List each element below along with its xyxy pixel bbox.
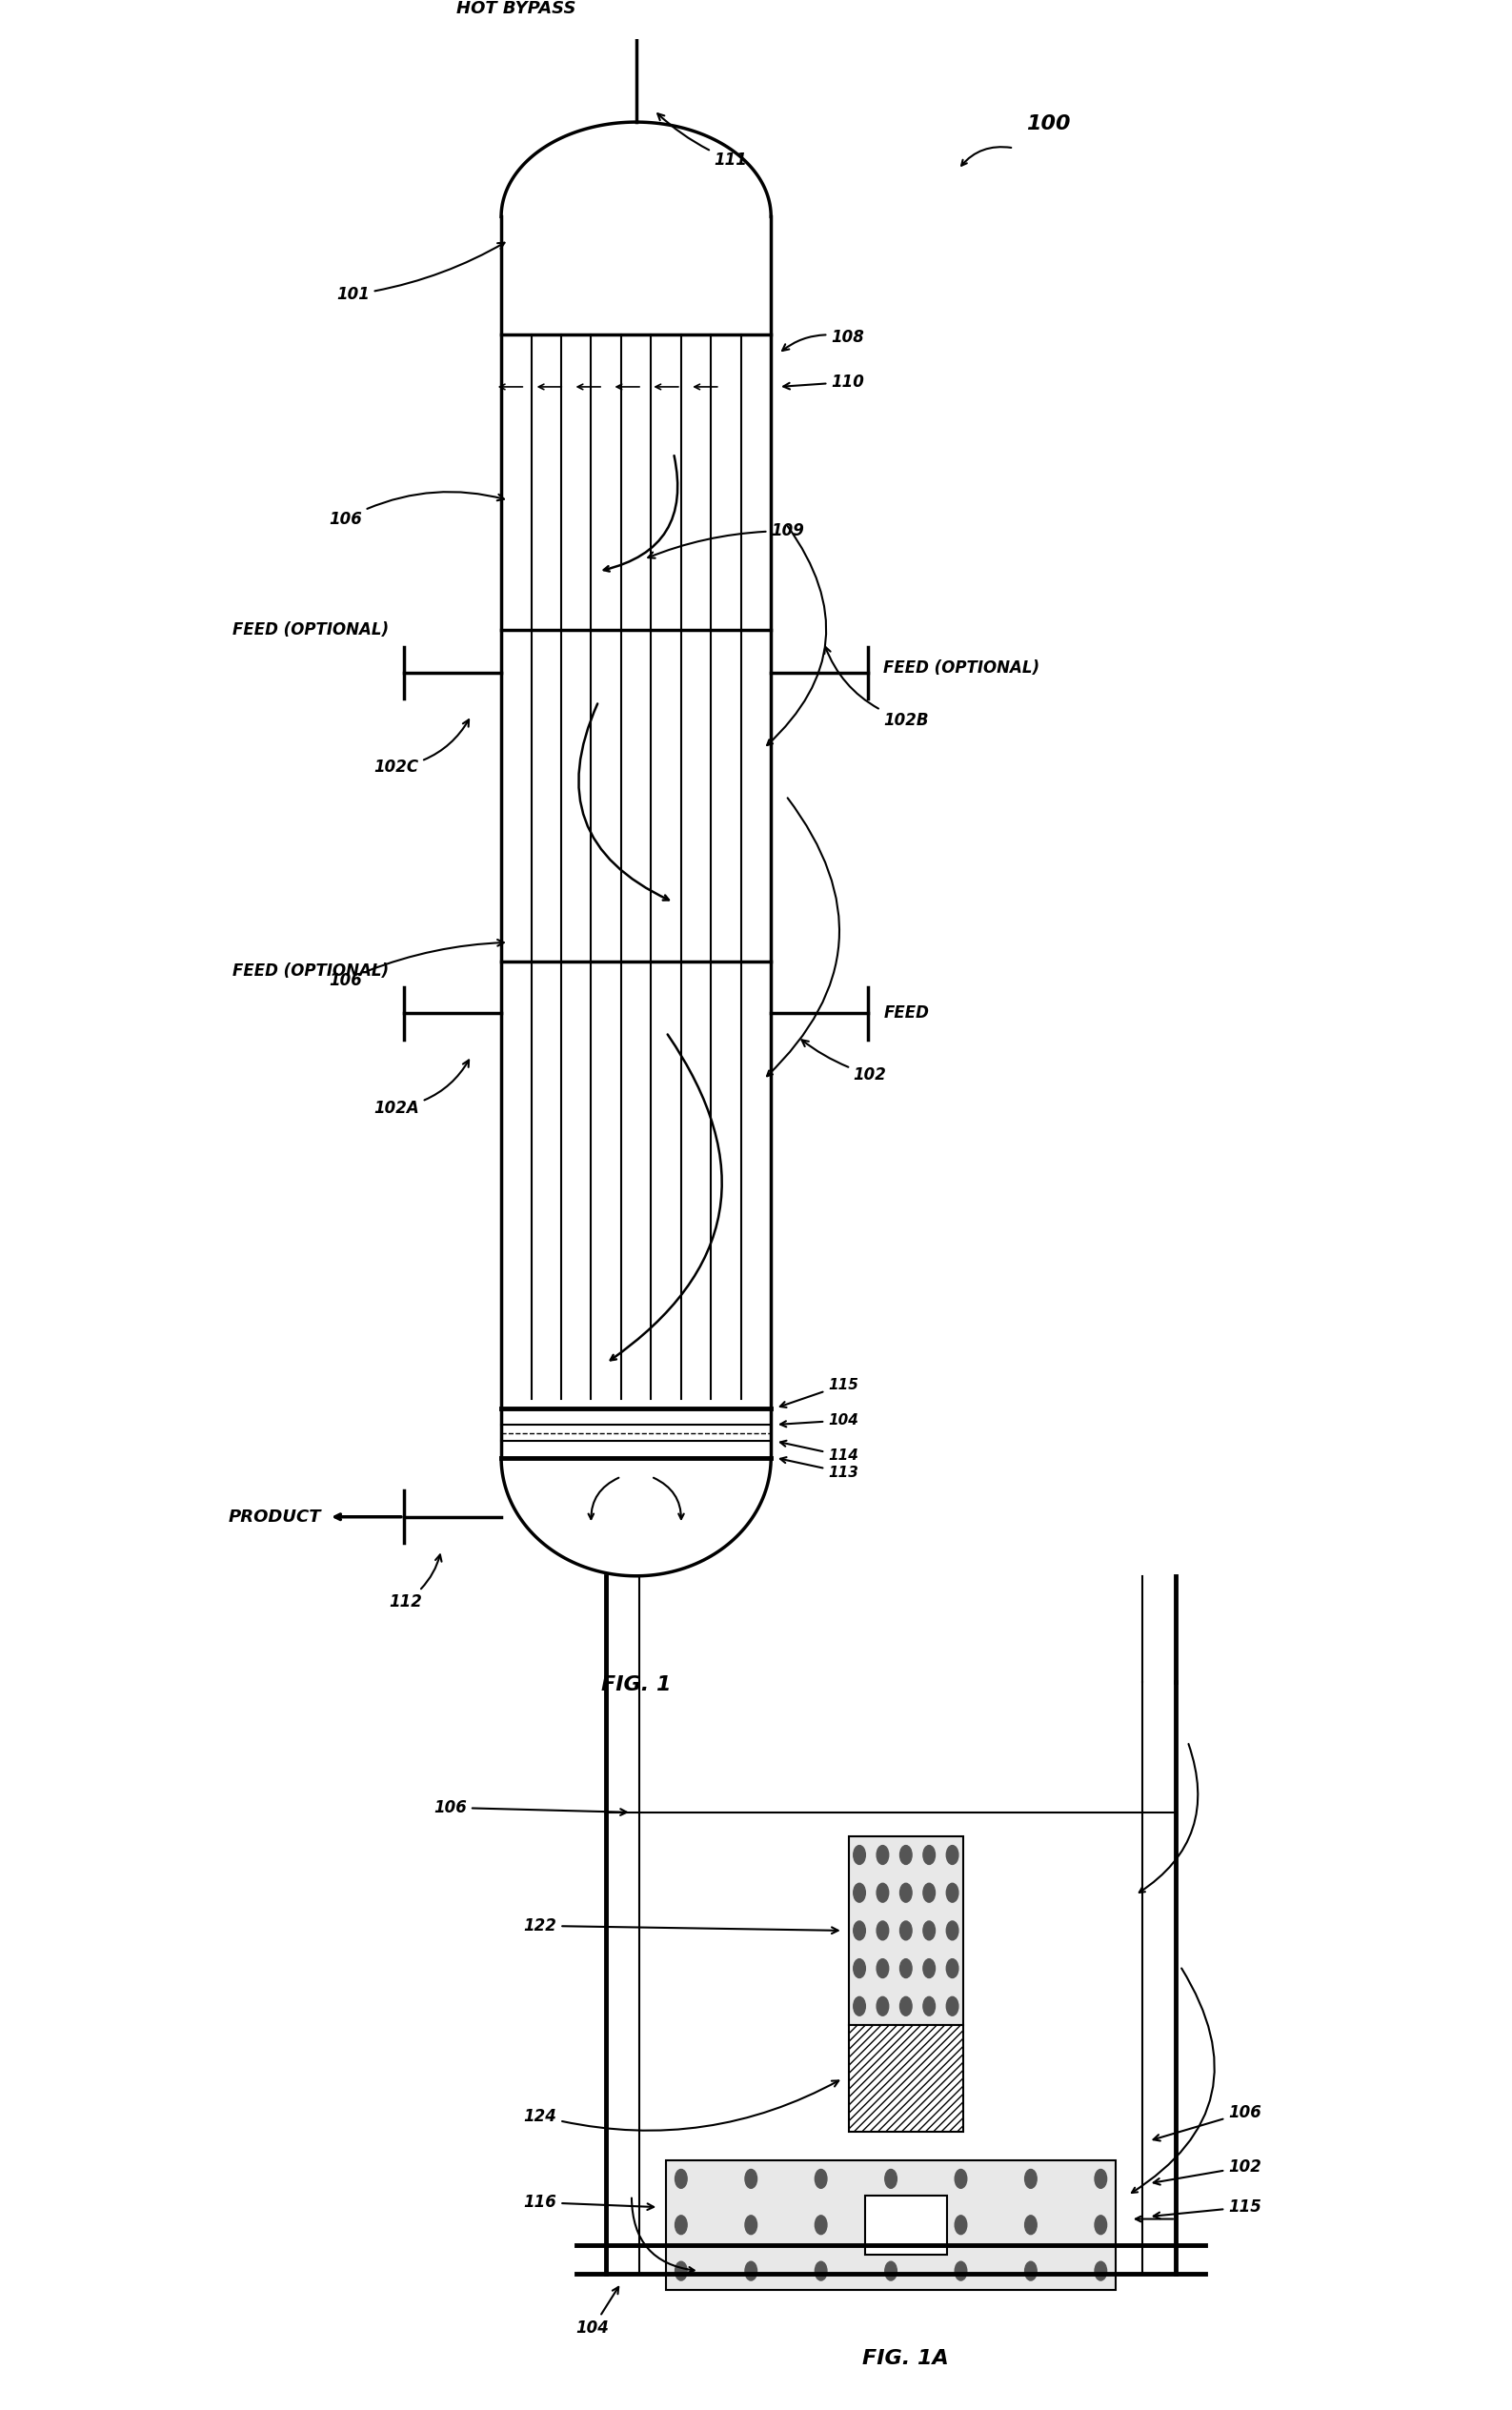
Circle shape bbox=[885, 2169, 897, 2188]
Text: 102: 102 bbox=[801, 1041, 886, 1084]
Circle shape bbox=[924, 1882, 934, 1901]
Circle shape bbox=[947, 1998, 959, 2015]
Circle shape bbox=[674, 2169, 686, 2188]
Circle shape bbox=[900, 1959, 912, 1979]
Circle shape bbox=[956, 2169, 966, 2188]
Text: FEED (OPTIONAL): FEED (OPTIONAL) bbox=[233, 962, 389, 978]
Circle shape bbox=[745, 2169, 758, 2188]
Circle shape bbox=[900, 1846, 912, 1865]
Circle shape bbox=[815, 2169, 827, 2188]
Text: 110: 110 bbox=[783, 374, 865, 390]
Circle shape bbox=[1095, 2261, 1107, 2280]
Bar bbox=[667, 2159, 1116, 2289]
Text: 106: 106 bbox=[328, 492, 503, 528]
Circle shape bbox=[924, 1959, 934, 1979]
Circle shape bbox=[900, 1882, 912, 1901]
Text: 102: 102 bbox=[1154, 2159, 1261, 2186]
Circle shape bbox=[1025, 2215, 1037, 2234]
Text: 113: 113 bbox=[780, 1458, 859, 1480]
Circle shape bbox=[745, 2261, 758, 2280]
Bar bbox=[848, 1836, 963, 2024]
Circle shape bbox=[745, 2215, 758, 2234]
Text: 104: 104 bbox=[780, 1412, 859, 1427]
Text: 100: 100 bbox=[1025, 113, 1070, 133]
Circle shape bbox=[815, 2261, 827, 2280]
Text: 106: 106 bbox=[434, 1798, 627, 1817]
Bar bbox=[865, 2196, 947, 2253]
Circle shape bbox=[674, 2261, 686, 2280]
Circle shape bbox=[815, 2215, 827, 2234]
Circle shape bbox=[877, 1846, 889, 1865]
Circle shape bbox=[1025, 2261, 1037, 2280]
Bar bbox=[612, 12, 661, 34]
Circle shape bbox=[947, 1921, 959, 1940]
Text: 114: 114 bbox=[780, 1441, 859, 1463]
Circle shape bbox=[924, 1998, 934, 2015]
Text: FIG. 1: FIG. 1 bbox=[602, 1675, 671, 1694]
Circle shape bbox=[1095, 2169, 1107, 2188]
Circle shape bbox=[877, 1882, 889, 1901]
Text: 109: 109 bbox=[649, 523, 804, 559]
Circle shape bbox=[885, 2215, 897, 2234]
Text: FEED (OPTIONAL): FEED (OPTIONAL) bbox=[883, 660, 1040, 677]
Text: 104: 104 bbox=[576, 2287, 618, 2335]
Text: 124: 124 bbox=[523, 2080, 839, 2130]
Circle shape bbox=[674, 2215, 686, 2234]
Text: 115: 115 bbox=[780, 1379, 859, 1407]
Text: 108: 108 bbox=[782, 328, 865, 352]
Text: FEED: FEED bbox=[883, 1005, 928, 1022]
Text: 102A: 102A bbox=[373, 1060, 469, 1116]
Circle shape bbox=[924, 1846, 934, 1865]
Circle shape bbox=[877, 1959, 889, 1979]
Text: 106: 106 bbox=[328, 940, 503, 988]
Circle shape bbox=[885, 2261, 897, 2280]
Circle shape bbox=[956, 2215, 966, 2234]
Circle shape bbox=[900, 1921, 912, 1940]
Circle shape bbox=[900, 1998, 912, 2015]
Circle shape bbox=[853, 1846, 865, 1865]
Text: 101: 101 bbox=[336, 243, 505, 304]
Circle shape bbox=[947, 1959, 959, 1979]
Circle shape bbox=[877, 1921, 889, 1940]
Text: 112: 112 bbox=[389, 1554, 442, 1610]
Circle shape bbox=[956, 2261, 966, 2280]
Bar bbox=[848, 2024, 963, 2130]
Text: 106: 106 bbox=[1154, 2104, 1261, 2140]
Circle shape bbox=[853, 1882, 865, 1901]
Circle shape bbox=[947, 1882, 959, 1901]
Circle shape bbox=[853, 1959, 865, 1979]
Circle shape bbox=[924, 1921, 934, 1940]
Text: 115: 115 bbox=[1154, 2198, 1261, 2220]
Text: 111: 111 bbox=[658, 113, 747, 169]
Circle shape bbox=[853, 1998, 865, 2015]
Text: FIG. 1A: FIG. 1A bbox=[863, 2350, 950, 2369]
Text: PRODUCT: PRODUCT bbox=[228, 1509, 322, 1526]
Text: 102B: 102B bbox=[824, 646, 928, 728]
Circle shape bbox=[853, 1921, 865, 1940]
Text: HOT BYPASS: HOT BYPASS bbox=[457, 0, 576, 17]
Circle shape bbox=[1095, 2215, 1107, 2234]
Text: 116: 116 bbox=[523, 2193, 653, 2210]
Circle shape bbox=[1025, 2169, 1037, 2188]
Text: 102C: 102C bbox=[373, 721, 469, 776]
Circle shape bbox=[947, 1846, 959, 1865]
Text: 122: 122 bbox=[523, 1918, 838, 1935]
Circle shape bbox=[877, 1998, 889, 2015]
Text: FEED (OPTIONAL): FEED (OPTIONAL) bbox=[233, 622, 389, 639]
